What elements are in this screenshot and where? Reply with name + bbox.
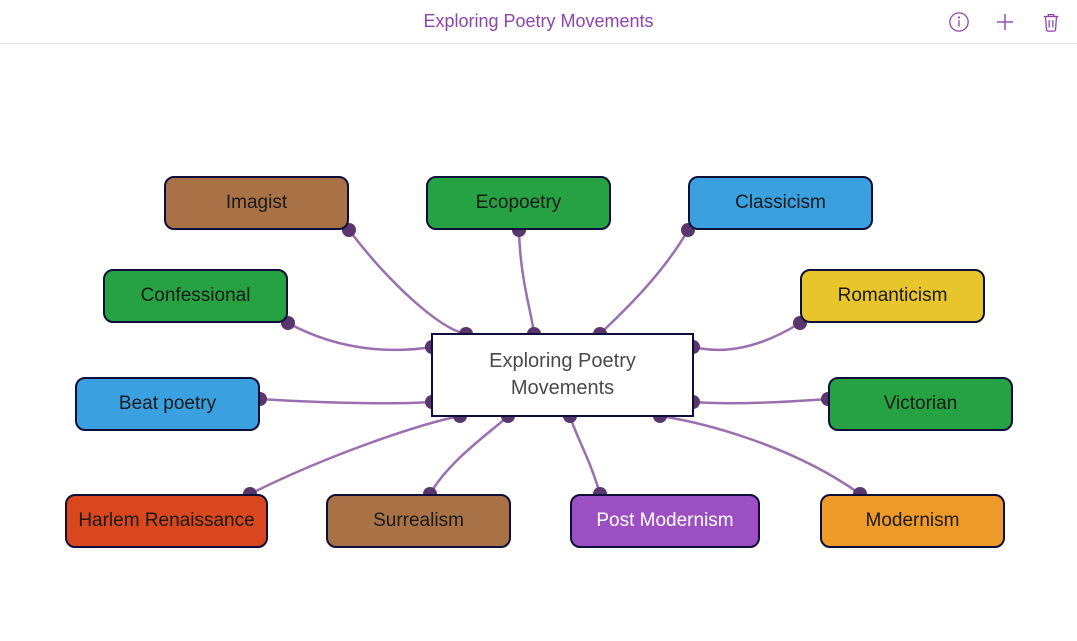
node-classicism[interactable]: Classicism: [688, 176, 873, 230]
node-confessional[interactable]: Confessional: [103, 269, 288, 323]
header-actions: [947, 10, 1063, 34]
info-icon[interactable]: [947, 10, 971, 34]
header-bar: Exploring Poetry Movements: [0, 0, 1077, 44]
node-label: Classicism: [735, 192, 826, 214]
node-beat[interactable]: Beat poetry: [75, 377, 260, 431]
node-modernism[interactable]: Modernism: [820, 494, 1005, 548]
node-harlem[interactable]: Harlem Renaissance: [65, 494, 268, 548]
node-imagist[interactable]: Imagist: [164, 176, 349, 230]
trash-icon[interactable]: [1039, 10, 1063, 34]
node-label: Surrealism: [373, 510, 464, 532]
node-label: Victorian: [884, 393, 958, 415]
node-ecopoetry[interactable]: Ecopoetry: [426, 176, 611, 230]
node-label: Harlem Renaissance: [78, 510, 254, 532]
node-victorian[interactable]: Victorian: [828, 377, 1013, 431]
add-icon[interactable]: [993, 10, 1017, 34]
node-label: Confessional: [141, 285, 251, 307]
node-label: Imagist: [226, 192, 287, 214]
center-node[interactable]: Exploring PoetryMovements: [431, 333, 694, 417]
page-title: Exploring Poetry Movements: [423, 11, 653, 32]
node-label: Modernism: [866, 510, 960, 532]
node-label: Beat poetry: [119, 393, 216, 415]
node-label: Ecopoetry: [476, 192, 562, 214]
node-romanticism[interactable]: Romanticism: [800, 269, 985, 323]
mindmap-canvas[interactable]: Exploring PoetryMovements Imagist Ecopoetr…: [0, 44, 1077, 641]
node-label: Romanticism: [838, 285, 948, 307]
node-label: Post Modernism: [596, 510, 733, 532]
node-postmodernism[interactable]: Post Modernism: [570, 494, 760, 548]
node-surrealism[interactable]: Surrealism: [326, 494, 511, 548]
